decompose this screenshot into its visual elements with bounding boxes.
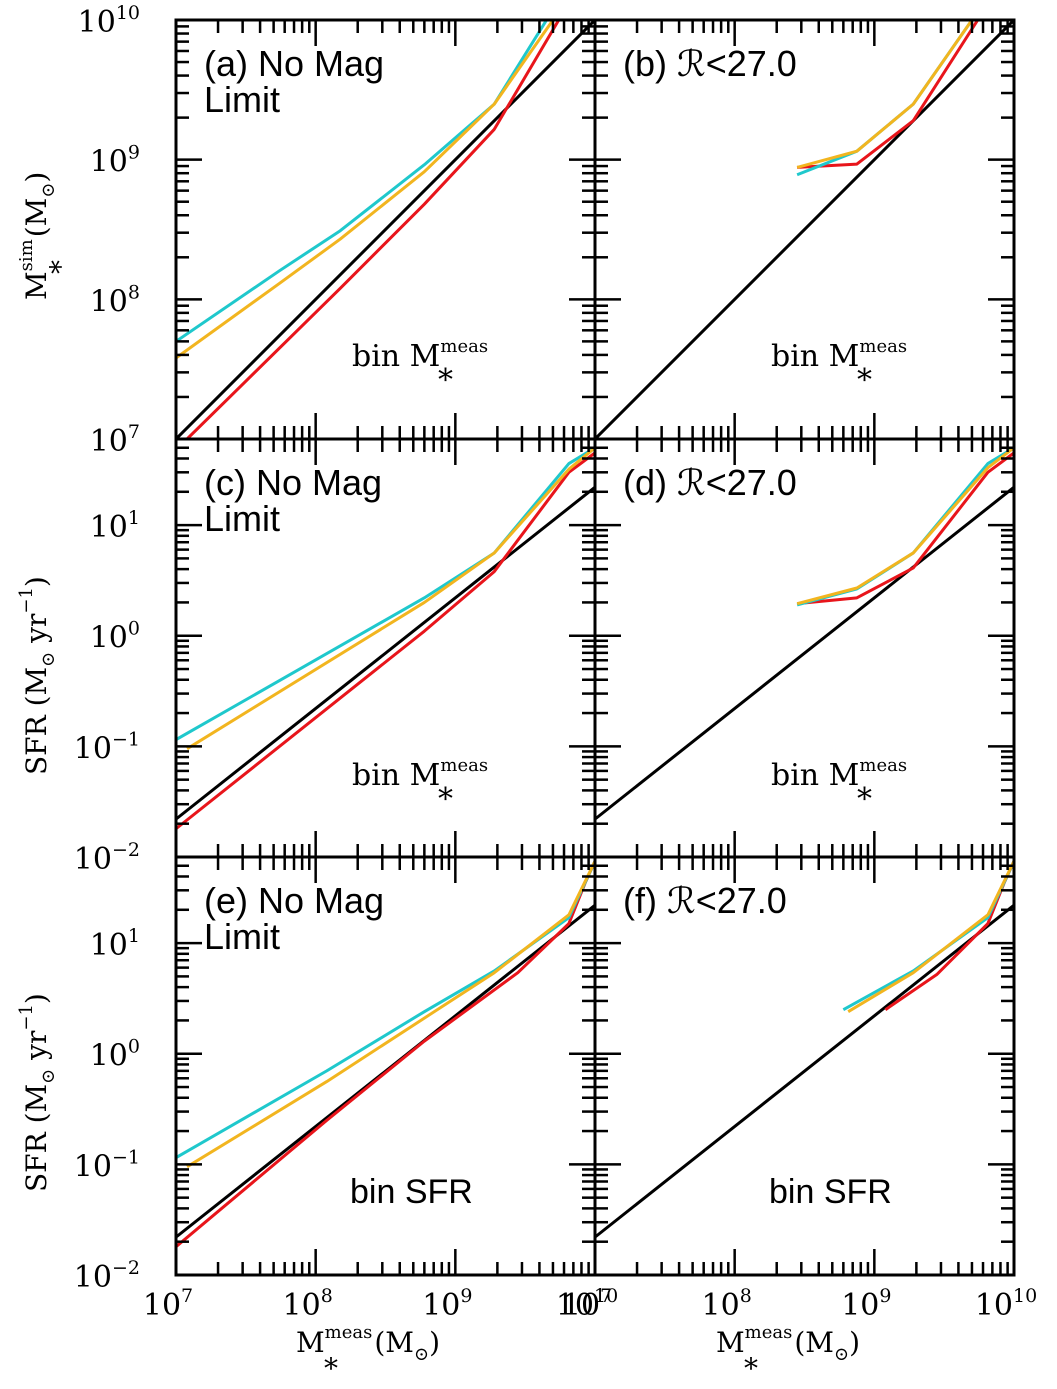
- panel-label-line2: Limit: [204, 916, 280, 957]
- series-f-red: [884, 860, 1014, 1011]
- y-tick-label: 100: [90, 1036, 140, 1074]
- bin-annotation: bin Mmeas: [352, 755, 488, 793]
- x-tick-label: 109: [841, 1285, 891, 1323]
- panel-label: (a) No Mag: [204, 43, 384, 84]
- panel-label: (b) ℛ<27.0: [623, 43, 797, 84]
- panel-d: (d) ℛ<27.0 bin Mmeas*: [593, 437, 1016, 859]
- svg-text:*: *: [44, 260, 77, 274]
- x-tick-label: 1010: [556, 1285, 618, 1323]
- series-a-red: [186, 20, 561, 439]
- series-c-orange: [186, 446, 595, 751]
- svg-text:SFR (M⊙ yr−1): SFR (M⊙ yr−1): [16, 576, 59, 775]
- series-d-red: [796, 451, 1014, 606]
- x-tick-label: 108: [702, 1285, 752, 1323]
- x-axis-label-sub: *: [744, 1352, 758, 1385]
- x-tick-label: 107: [143, 1285, 193, 1323]
- y-axis-label-sfr: SFR (M⊙ yr−1): [16, 576, 59, 775]
- panel-e: 10−2 10−1 100 101 107 108 109 1010 (e) No MagLim…: [74, 855, 618, 1323]
- x-axis-label: Mmeas(M⊙): [296, 1322, 440, 1365]
- bin-annotation: bin Mmeas: [771, 755, 907, 793]
- series-d-orange: [796, 446, 1014, 606]
- y-tick-label: 10−1: [74, 728, 140, 766]
- bin-annotation-sub: *: [438, 782, 453, 817]
- bin-annotation: bin SFR: [350, 1173, 473, 1211]
- series-c-black: [176, 486, 595, 821]
- panel-frame: [593, 855, 1016, 1277]
- series-f-black: [595, 904, 1014, 1239]
- bin-annotation: bin Mmeas: [771, 336, 907, 374]
- series-c-red: [176, 451, 595, 830]
- panel-b: (b) ℛ<27.0 bin Mmeas*: [593, 18, 1016, 441]
- y-axis-label-top: Msim(M⊙)*: [16, 172, 77, 300]
- y-tick-label: 1010: [78, 2, 140, 40]
- svg-text:Msim(M⊙): Msim(M⊙): [16, 172, 59, 300]
- x-axis-label-sub: *: [324, 1352, 338, 1385]
- y-axis-label-sfr: SFR (M⊙ yr−1): [16, 993, 59, 1192]
- series-f-cyan: [842, 860, 1014, 1012]
- y-tick-label: 107: [90, 421, 140, 459]
- bin-annotation-sub: *: [857, 782, 872, 817]
- x-tick-label: 109: [422, 1285, 472, 1323]
- y-tick-label: 100: [90, 618, 140, 656]
- y-tick-label: 10−2: [74, 839, 140, 877]
- series-b-orange: [796, 20, 974, 169]
- bin-annotation: bin Mmeas: [352, 336, 488, 374]
- bin-annotation-sub: *: [438, 363, 453, 398]
- y-tick-label: 108: [90, 281, 140, 319]
- panel-label: (d) ℛ<27.0: [623, 462, 797, 503]
- y-tick-label: 10−1: [74, 1146, 140, 1184]
- x-tick-label: 108: [283, 1285, 333, 1323]
- series-f-orange: [847, 860, 1014, 1013]
- series-b-black: [595, 20, 1014, 439]
- series-a-orange: [176, 20, 555, 360]
- bin-annotation: bin SFR: [769, 1173, 892, 1211]
- panel-label-line2: Limit: [204, 79, 280, 120]
- series-b-red: [797, 20, 980, 169]
- x-axis-label: Mmeas(M⊙): [716, 1322, 860, 1365]
- series-d-cyan: [796, 446, 1014, 607]
- bin-annotation-sub: *: [857, 363, 872, 398]
- series-a-black: [176, 20, 595, 439]
- y-tick-label: 101: [90, 507, 140, 545]
- panel-label-line2: Limit: [204, 498, 280, 539]
- x-tick-label: 1010: [975, 1285, 1037, 1323]
- y-tick-label: 10−2: [74, 1257, 140, 1295]
- y-tick-label: 109: [90, 142, 140, 180]
- series-e-orange: [186, 860, 595, 1169]
- x-tick-label: 107: [562, 1285, 612, 1323]
- series-d-black: [595, 486, 1014, 821]
- y-tick-label: 101: [90, 925, 140, 963]
- panel-label: (c) No Mag: [204, 462, 382, 503]
- panel-label: (f) ℛ<27.0: [623, 880, 787, 921]
- panel-label: (e) No Mag: [204, 880, 384, 921]
- panel-f: 107 108 109 1010 (f) ℛ<27.0 bin SFR: [562, 855, 1037, 1323]
- svg-text:SFR (M⊙ yr−1): SFR (M⊙ yr−1): [16, 993, 59, 1192]
